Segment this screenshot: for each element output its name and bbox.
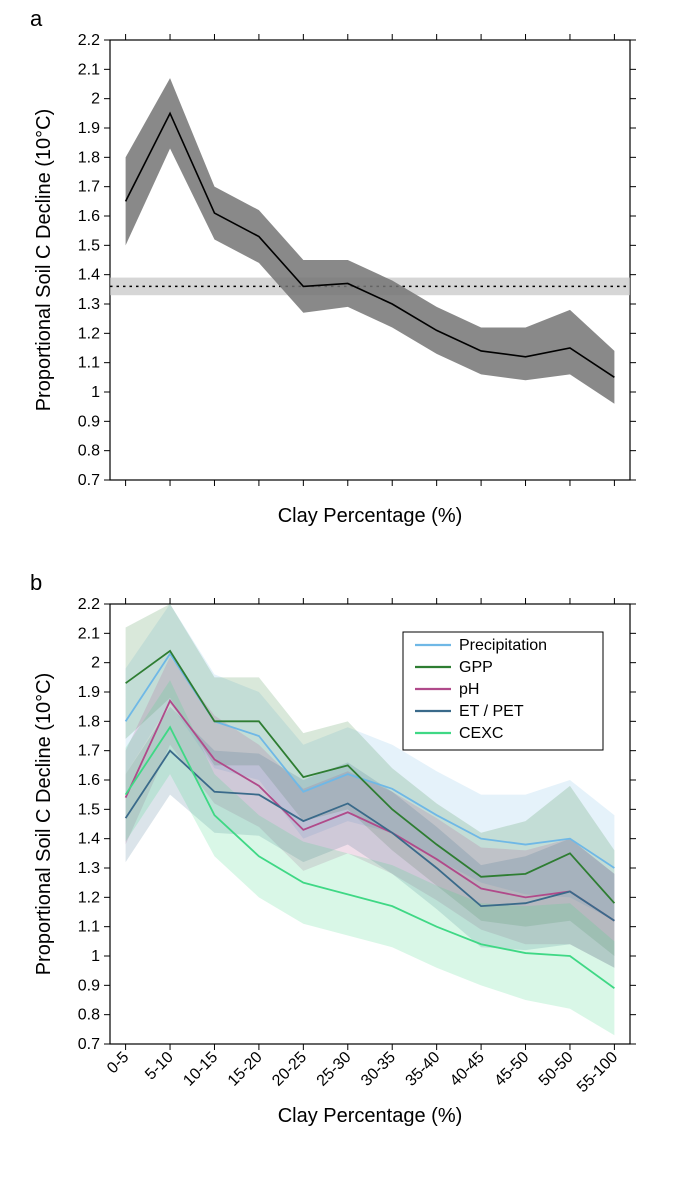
svg-text:1.3: 1.3 (78, 296, 100, 313)
svg-text:1.4: 1.4 (78, 831, 100, 848)
svg-text:1: 1 (91, 384, 100, 401)
svg-text:1.5: 1.5 (78, 237, 100, 254)
svg-text:2: 2 (91, 655, 100, 672)
svg-text:2.2: 2.2 (78, 596, 100, 613)
svg-text:1.9: 1.9 (78, 120, 100, 137)
svg-text:1.6: 1.6 (78, 208, 100, 225)
svg-text:1.7: 1.7 (78, 743, 100, 760)
svg-text:0.8: 0.8 (78, 1007, 100, 1024)
svg-text:2.2: 2.2 (78, 32, 100, 49)
svg-text:30-35: 30-35 (358, 1049, 399, 1090)
svg-text:GPP: GPP (459, 659, 493, 676)
panel-a-label: a (30, 6, 42, 32)
svg-text:5-10: 5-10 (142, 1049, 177, 1084)
svg-text:40-45: 40-45 (447, 1049, 488, 1090)
svg-text:1.8: 1.8 (78, 713, 100, 730)
figure-svg: 0.7 0.8 0.9 1 1.1 1.2 1.3 1.4 1.5 1.6 1.7 1.8 1.9 2 2.… (0, 0, 674, 1178)
svg-text:2.1: 2.1 (78, 625, 100, 642)
svg-text:1: 1 (91, 948, 100, 965)
svg-text:0.7: 0.7 (78, 472, 100, 489)
panel-b-label: b (30, 570, 42, 596)
svg-text:1.7: 1.7 (78, 179, 100, 196)
svg-text:15-20: 15-20 (225, 1049, 266, 1090)
svg-text:0.8: 0.8 (78, 443, 100, 460)
svg-text:1.3: 1.3 (78, 860, 100, 877)
svg-text:35-40: 35-40 (403, 1049, 444, 1090)
svg-text:Proportional Soil C Decline (1: Proportional Soil C Decline (10°C) (33, 673, 55, 976)
svg-text:1.2: 1.2 (78, 325, 100, 342)
svg-text:0-5: 0-5 (104, 1049, 132, 1077)
svg-text:0.7: 0.7 (78, 1036, 100, 1053)
svg-text:0.9: 0.9 (78, 413, 100, 430)
svg-text:2.1: 2.1 (78, 61, 100, 78)
svg-text:20-25: 20-25 (269, 1049, 310, 1090)
svg-text:Clay Percentage (%): Clay Percentage (%) (278, 505, 463, 527)
svg-text:45-50: 45-50 (491, 1049, 532, 1090)
svg-text:0.9: 0.9 (78, 977, 100, 994)
svg-text:pH: pH (459, 681, 479, 698)
svg-text:1.6: 1.6 (78, 772, 100, 789)
svg-text:55-100: 55-100 (574, 1049, 621, 1096)
svg-text:ET / PET: ET / PET (459, 703, 524, 720)
svg-text:1.2: 1.2 (78, 889, 100, 906)
svg-text:CEXC: CEXC (459, 725, 503, 742)
svg-text:1.8: 1.8 (78, 149, 100, 166)
svg-text:Proportional Soil C Decline (1: Proportional Soil C Decline (10°C) (33, 109, 55, 412)
svg-text:1.1: 1.1 (78, 355, 100, 372)
svg-text:1.4: 1.4 (78, 267, 100, 284)
svg-text:50-50: 50-50 (536, 1049, 577, 1090)
svg-text:1.9: 1.9 (78, 684, 100, 701)
svg-text:25-30: 25-30 (314, 1049, 355, 1090)
svg-text:1.5: 1.5 (78, 801, 100, 818)
svg-text:Clay Percentage (%): Clay Percentage (%) (278, 1105, 463, 1127)
svg-text:1.1: 1.1 (78, 919, 100, 936)
figure-container: { "figure": { "width": 674, "height": 11… (0, 0, 674, 1178)
svg-text:Precipitation: Precipitation (459, 637, 547, 654)
svg-text:2: 2 (91, 91, 100, 108)
svg-text:10-15: 10-15 (180, 1049, 221, 1090)
